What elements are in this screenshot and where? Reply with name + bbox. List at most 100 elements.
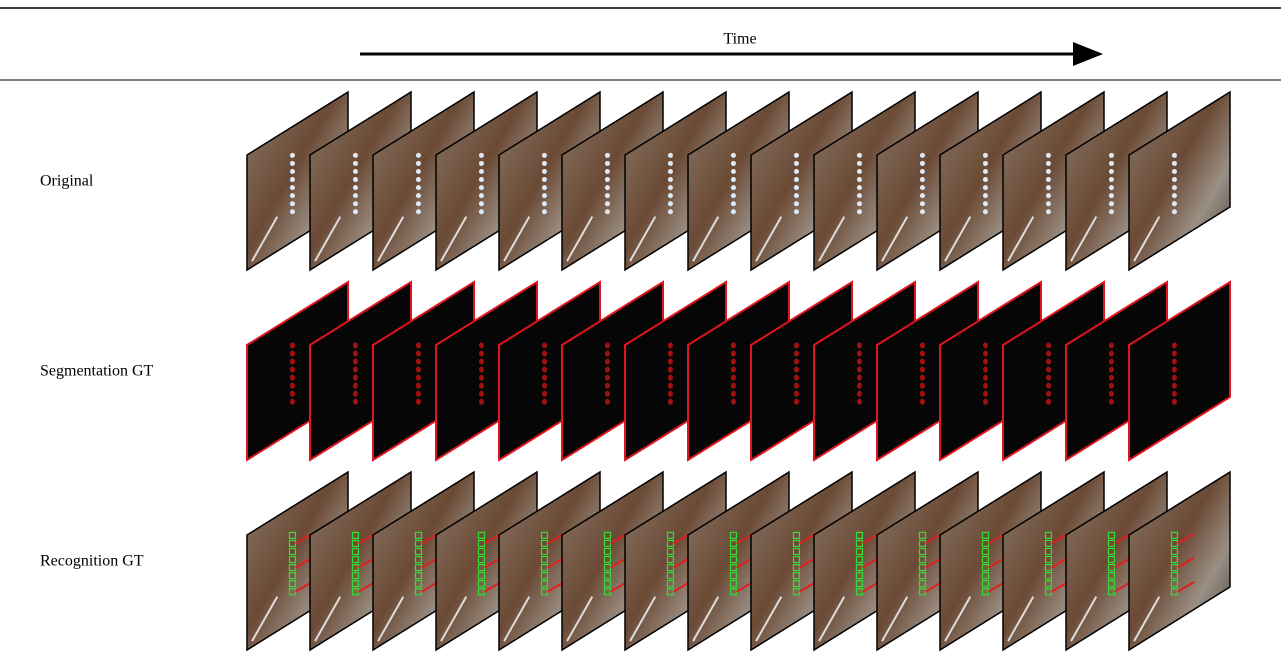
button	[1172, 169, 1177, 174]
button	[920, 169, 925, 174]
mask-dot	[542, 359, 547, 365]
mask-dot	[1109, 350, 1114, 356]
button	[1046, 153, 1051, 158]
mask-dot	[857, 399, 862, 405]
button	[920, 209, 925, 214]
button	[1046, 201, 1051, 206]
figure: Time Original Segmentation GT Recognitio…	[0, 0, 1281, 660]
button	[1172, 153, 1177, 158]
mask-dot	[668, 342, 673, 348]
button	[857, 161, 862, 166]
button	[479, 161, 484, 166]
mask-dot	[1046, 342, 1051, 348]
mask-dot	[668, 391, 673, 397]
mask-dot	[1172, 375, 1177, 381]
mask-dot	[1046, 399, 1051, 405]
button	[983, 201, 988, 206]
mask-dot	[1172, 359, 1177, 365]
button	[1046, 161, 1051, 166]
mask-dot	[605, 367, 610, 373]
mask-dot	[731, 375, 736, 381]
button	[731, 169, 736, 174]
button	[1046, 169, 1051, 174]
button	[920, 201, 925, 206]
button	[1109, 161, 1114, 166]
mask-dot	[1172, 383, 1177, 389]
button	[353, 177, 358, 182]
mask-dot	[920, 391, 925, 397]
mask-dot	[668, 367, 673, 373]
button	[794, 169, 799, 174]
button	[1172, 185, 1177, 190]
mask-dot	[731, 342, 736, 348]
mask-dot	[794, 375, 799, 381]
frames	[247, 92, 1230, 650]
mask-dot	[794, 399, 799, 405]
button	[1172, 161, 1177, 166]
button	[794, 153, 799, 158]
mask-dot	[794, 367, 799, 373]
mask-dot	[542, 399, 547, 405]
mask-dot	[857, 367, 862, 373]
button	[479, 169, 484, 174]
button	[1046, 185, 1051, 190]
button	[542, 161, 547, 166]
button	[416, 193, 421, 198]
button	[542, 177, 547, 182]
button	[353, 153, 358, 158]
mask-dot	[290, 383, 295, 389]
mask-dot	[731, 359, 736, 365]
mask-dot	[290, 391, 295, 397]
mask-dot	[542, 367, 547, 373]
mask-dot	[353, 391, 358, 397]
mask-dot	[605, 359, 610, 365]
mask-dot	[416, 391, 421, 397]
button	[668, 177, 673, 182]
mask-dot	[857, 375, 862, 381]
button	[794, 185, 799, 190]
button	[416, 161, 421, 166]
mask-dot	[983, 391, 988, 397]
mask-dot	[290, 350, 295, 356]
mask-dot	[1109, 367, 1114, 373]
button	[1046, 177, 1051, 182]
button	[542, 169, 547, 174]
mask-dot	[920, 342, 925, 348]
button	[1172, 209, 1177, 214]
mask-dot	[1172, 350, 1177, 356]
button	[290, 153, 295, 158]
button	[605, 161, 610, 166]
mask-dot	[1109, 359, 1114, 365]
mask-dot	[1046, 375, 1051, 381]
mask-dot	[542, 342, 547, 348]
button	[857, 177, 862, 182]
button	[290, 177, 295, 182]
button	[353, 193, 358, 198]
mask-dot	[983, 367, 988, 373]
mask-dot	[1046, 359, 1051, 365]
mask-dot	[794, 383, 799, 389]
button	[479, 201, 484, 206]
button	[1172, 201, 1177, 206]
mask-dot	[479, 383, 484, 389]
mask-dot	[731, 399, 736, 405]
mask-dot	[542, 350, 547, 356]
mask-dot	[542, 391, 547, 397]
button	[920, 185, 925, 190]
button	[857, 153, 862, 158]
button	[668, 153, 673, 158]
mask-dot	[857, 383, 862, 389]
button	[731, 185, 736, 190]
button	[857, 201, 862, 206]
button	[857, 209, 862, 214]
mask-dot	[731, 367, 736, 373]
mask-dot	[353, 399, 358, 405]
mask-dot	[479, 391, 484, 397]
button	[290, 185, 295, 190]
button	[668, 209, 673, 214]
button	[983, 161, 988, 166]
button	[1109, 209, 1114, 214]
mask-dot	[1109, 391, 1114, 397]
button	[542, 193, 547, 198]
button	[416, 201, 421, 206]
